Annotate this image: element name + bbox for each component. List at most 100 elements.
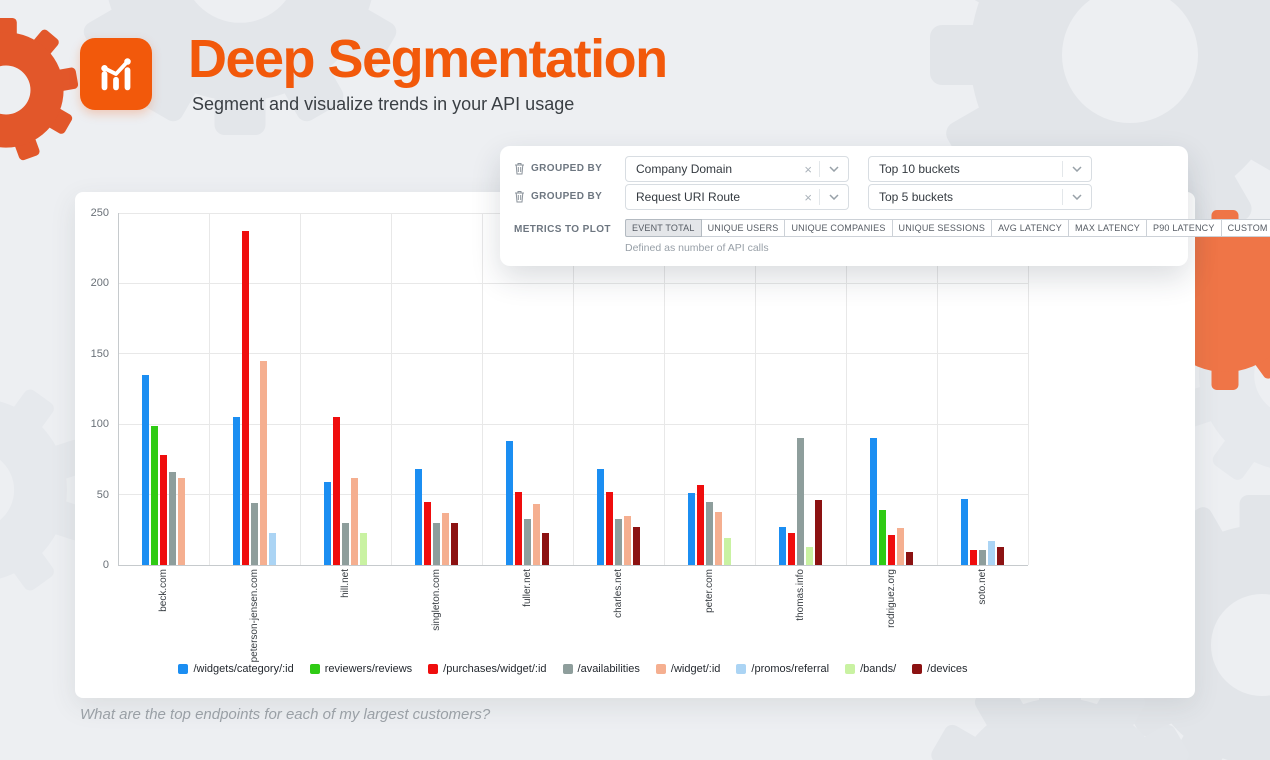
bar[interactable] [615, 518, 622, 565]
metric-button[interactable]: UNIQUE COMPANIES [784, 219, 893, 237]
bar[interactable] [988, 541, 995, 565]
bar[interactable] [806, 546, 813, 565]
legend-item[interactable]: /widgets/category/:id [178, 663, 294, 675]
bar[interactable] [970, 549, 977, 565]
metric-button[interactable]: EVENT TOTAL [625, 219, 702, 237]
clear-icon[interactable]: × [804, 161, 812, 177]
bar[interactable] [897, 528, 904, 565]
bar[interactable] [888, 535, 895, 565]
bucket-count-select-2[interactable]: Top 5 buckets [868, 184, 1092, 210]
legend-item[interactable]: /bands/ [845, 663, 896, 675]
bar[interactable] [724, 538, 731, 565]
bar[interactable] [333, 417, 340, 565]
bar[interactable] [451, 522, 458, 565]
bar[interactable] [979, 549, 986, 565]
legend-swatch [428, 664, 439, 674]
bar[interactable] [515, 491, 522, 565]
chevron-down-icon[interactable] [820, 194, 848, 200]
chevron-down-icon[interactable] [1063, 194, 1091, 200]
x-axis-label-cell: singleton.com [391, 569, 482, 661]
metric-button[interactable]: AVG LATENCY [991, 219, 1069, 237]
chevron-down-icon[interactable] [820, 166, 848, 172]
legend-item[interactable]: /purchases/widget/:id [428, 663, 547, 675]
gridline-vertical [208, 213, 210, 565]
chevron-down-icon[interactable] [1063, 166, 1091, 172]
metric-button[interactable]: CUSTOM [1220, 219, 1270, 237]
bar[interactable] [715, 511, 722, 565]
bar[interactable] [542, 532, 549, 565]
bar[interactable] [160, 455, 167, 565]
clear-icon[interactable]: × [804, 189, 812, 205]
bar[interactable] [597, 469, 604, 565]
x-axis-label-cell: rodriguez.org [846, 569, 937, 661]
bar[interactable] [433, 522, 440, 565]
legend-swatch [912, 664, 923, 674]
bar[interactable] [424, 501, 431, 565]
bar[interactable] [151, 425, 158, 565]
x-axis-label-cell: soto.net [937, 569, 1028, 661]
bar[interactable] [961, 498, 968, 565]
x-axis-label: peter.com [703, 569, 715, 613]
bar[interactable] [633, 526, 640, 565]
bar[interactable] [815, 500, 822, 565]
bar[interactable] [788, 532, 795, 565]
bar[interactable] [242, 231, 249, 565]
background-gear [0, 389, 88, 591]
bar[interactable] [360, 532, 367, 565]
bar[interactable] [269, 532, 276, 565]
legend-item[interactable]: /availabilities [562, 663, 640, 675]
trash-icon[interactable] [514, 162, 525, 175]
bar[interactable] [688, 493, 695, 565]
bar[interactable] [506, 441, 513, 565]
x-axis-label-cell: peterson-jensen.com [209, 569, 300, 662]
bar[interactable] [178, 477, 185, 565]
metric-button[interactable]: MAX LATENCY [1067, 219, 1147, 237]
bar-group [209, 213, 300, 565]
metrics-to-plot-label: METRICS TO PLOT [514, 224, 611, 235]
bar[interactable] [533, 504, 540, 565]
x-axis-label: soto.net [976, 569, 988, 605]
trash-icon[interactable] [514, 190, 525, 203]
bar[interactable] [906, 552, 913, 565]
bar[interactable] [606, 491, 613, 565]
metric-button[interactable]: UNIQUE SESSIONS [891, 219, 993, 237]
bar[interactable] [870, 438, 877, 565]
x-axis-label-cell: thomas.info [755, 569, 846, 661]
gridline-vertical [754, 213, 756, 565]
metric-button[interactable]: P90 LATENCY [1146, 219, 1222, 237]
bar[interactable] [797, 438, 804, 565]
bar[interactable] [351, 477, 358, 565]
bar[interactable] [260, 360, 267, 565]
bar[interactable] [997, 546, 1004, 565]
legend-item[interactable]: /devices [912, 663, 968, 675]
bar[interactable] [706, 501, 713, 565]
bar[interactable] [342, 522, 349, 565]
bar[interactable] [624, 515, 631, 565]
bucket-count-select-1[interactable]: Top 10 buckets [868, 156, 1092, 182]
metric-button[interactable]: UNIQUE USERS [700, 219, 786, 237]
legend-swatch [845, 664, 856, 674]
bar[interactable] [324, 481, 331, 565]
bar[interactable] [233, 417, 240, 565]
group-field-select-1[interactable]: Company Domain × [625, 156, 849, 182]
x-axis-label: charles.net [612, 569, 624, 618]
bar[interactable] [779, 526, 786, 565]
bar[interactable] [442, 512, 449, 565]
bar[interactable] [251, 503, 258, 565]
bar[interactable] [879, 510, 886, 565]
y-axis-label: 0 [102, 559, 109, 571]
bar[interactable] [142, 374, 149, 565]
select-value: Top 10 buckets [879, 162, 960, 176]
group-field-select-2[interactable]: Request URI Route × [625, 184, 849, 210]
legend-item[interactable]: /promos/referral [736, 663, 829, 675]
legend-item[interactable]: reviewers/reviews [309, 663, 412, 675]
legend-item[interactable]: /widget/:id [655, 663, 720, 675]
y-axis-label: 50 [96, 488, 109, 501]
bar[interactable] [697, 484, 704, 565]
bar[interactable] [415, 469, 422, 565]
select-value: Company Domain [636, 162, 733, 176]
bar[interactable] [524, 518, 531, 565]
legend-swatch [309, 664, 320, 674]
y-axis-label: 200 [90, 277, 109, 290]
bar[interactable] [169, 472, 176, 565]
